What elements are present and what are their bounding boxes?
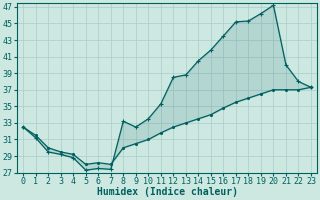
X-axis label: Humidex (Indice chaleur): Humidex (Indice chaleur) xyxy=(97,187,237,197)
